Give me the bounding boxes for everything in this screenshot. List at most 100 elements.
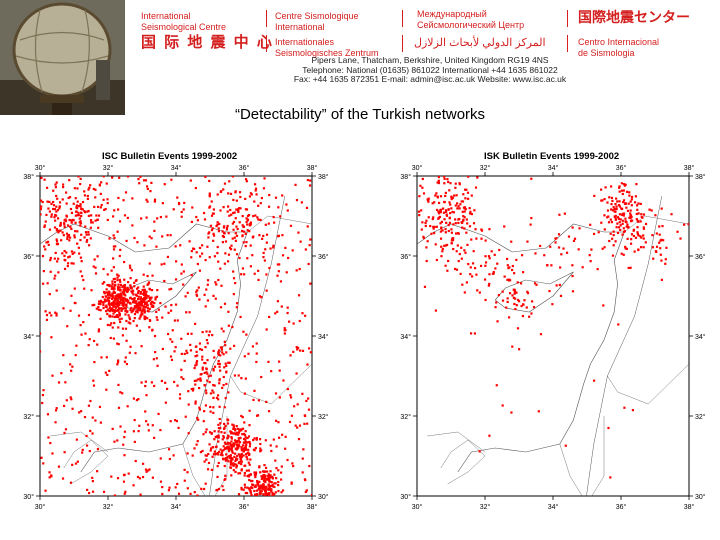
event-marker (309, 238, 312, 241)
event-marker (194, 355, 197, 358)
event-marker (245, 180, 248, 183)
event-marker (241, 224, 244, 227)
event-marker (63, 223, 66, 226)
event-marker (127, 314, 130, 317)
event-marker (243, 434, 247, 437)
event-marker (443, 177, 446, 180)
event-marker (203, 361, 206, 365)
event-marker (271, 477, 274, 480)
event-marker (284, 328, 287, 332)
event-marker (242, 225, 245, 229)
isc-letterhead: International Seismological Centre Centr… (0, 0, 720, 115)
event-marker (124, 327, 128, 330)
event-marker (608, 239, 611, 243)
event-marker (217, 359, 220, 363)
event-marker (629, 200, 632, 203)
event-marker (612, 244, 615, 247)
event-marker (217, 350, 220, 354)
event-marker (237, 472, 240, 475)
event-marker (71, 365, 74, 368)
coastline (591, 416, 605, 496)
event-marker (145, 216, 148, 219)
event-marker (79, 224, 82, 227)
event-marker (266, 493, 269, 496)
event-marker (307, 397, 310, 400)
event-marker (269, 247, 272, 250)
event-marker (238, 472, 242, 475)
event-marker (611, 254, 615, 257)
event-marker (257, 204, 260, 207)
event-marker (503, 275, 506, 278)
event-marker (146, 307, 150, 310)
event-marker (530, 312, 533, 315)
event-marker (57, 257, 60, 260)
event-marker (195, 363, 198, 366)
event-marker (136, 241, 139, 244)
event-marker (492, 272, 495, 275)
event-marker (463, 210, 466, 213)
event-marker (237, 453, 240, 456)
event-marker (537, 410, 540, 413)
event-marker (211, 455, 214, 458)
event-marker (244, 453, 248, 456)
event-marker (105, 295, 108, 298)
event-marker (520, 254, 524, 257)
event-marker (235, 306, 238, 309)
event-marker (74, 197, 77, 200)
event-marker (221, 454, 224, 457)
event-marker (164, 381, 167, 384)
event-marker (111, 301, 114, 305)
event-marker (105, 388, 108, 391)
event-marker (255, 438, 258, 441)
event-marker (115, 294, 119, 297)
event-marker (217, 398, 220, 401)
event-marker (488, 273, 491, 276)
event-marker (262, 474, 265, 477)
event-marker (151, 424, 154, 427)
event-marker (126, 289, 130, 292)
event-marker (225, 453, 228, 456)
event-marker (118, 314, 121, 317)
event-marker (258, 295, 262, 298)
event-marker (170, 303, 173, 307)
event-marker (255, 193, 258, 196)
event-marker (79, 270, 82, 273)
event-marker (223, 406, 226, 409)
event-marker (53, 216, 56, 219)
event-marker (269, 444, 272, 447)
event-marker (121, 296, 124, 299)
event-marker (264, 489, 267, 492)
event-marker (457, 218, 460, 221)
event-marker (163, 279, 166, 283)
event-marker (197, 378, 200, 381)
event-marker (437, 181, 441, 185)
event-marker (445, 243, 449, 247)
event-marker (263, 486, 266, 489)
event-marker (637, 202, 640, 205)
event-marker (214, 453, 217, 456)
event-marker (670, 213, 673, 216)
event-marker (217, 352, 220, 355)
lon-tick-label: 32° (480, 164, 491, 172)
event-marker (155, 316, 158, 319)
event-marker (264, 466, 268, 470)
event-marker (143, 288, 146, 291)
event-marker (230, 432, 233, 435)
event-marker (258, 465, 261, 468)
event-marker (658, 225, 661, 228)
event-marker (654, 250, 658, 253)
event-marker (434, 243, 437, 246)
event-marker (54, 183, 57, 186)
event-marker (118, 320, 122, 324)
event-marker (614, 240, 617, 243)
event-marker (49, 258, 52, 262)
event-marker (97, 306, 100, 309)
event-marker (608, 196, 611, 199)
event-marker (267, 494, 271, 496)
event-marker (464, 197, 467, 200)
event-marker (223, 427, 226, 430)
event-marker (444, 194, 447, 198)
event-marker (202, 433, 205, 436)
event-marker (182, 208, 185, 211)
event-marker (439, 237, 443, 240)
